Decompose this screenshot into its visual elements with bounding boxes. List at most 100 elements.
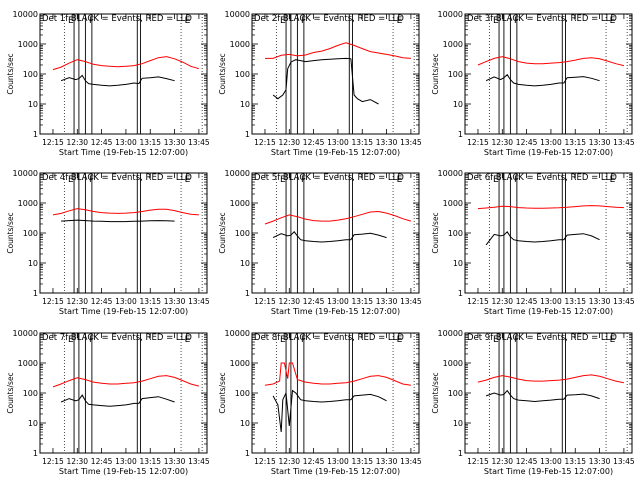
y-tick-label: 100 [235,70,250,79]
y-tick-label: 100 [235,389,250,398]
x-tick-label: 12:30 [66,138,88,147]
y-tick-label: 1 [458,449,463,458]
panel-8: 1 10 100 1000 10000 12:15 12:30 12:45 13:00 13:15… [218,329,422,476]
marker-letter: E [68,16,74,26]
x-tick-label: 13:15 [351,457,373,466]
y-tick-label: 10 [28,100,38,109]
x-axis-label: Start Time (19-Feb-15 12:07:00) [271,467,400,476]
y-tick-label: 1 [33,130,38,139]
x-tick-label: 12:15 [42,138,64,147]
series-line-lld [477,205,624,210]
plot-frame [251,332,420,454]
y-tick-label: 100 [448,389,463,398]
x-tick-label: 12:30 [491,138,513,147]
panel-title: Det 7f BLACK = Events, RED = LLD [42,333,192,343]
series-line-events [485,231,600,246]
y-tick-label: 10000 [438,329,463,338]
marker-letter: E [68,335,74,345]
marker-letter: F [301,335,306,345]
y-tick-label: 1 [458,289,463,298]
x-tick-label: 13:45 [613,457,635,466]
y-tick-label: 10000 [225,169,250,178]
x-tick-label: 13:45 [188,457,210,466]
panel-5: 1 10 100 1000 10000 12:15 12:30 12:45 13:00 13:15… [218,169,422,316]
x-tick-label: 12:30 [66,457,88,466]
y-tick-label: 10000 [13,10,38,19]
series-line-lld [477,56,625,67]
plot-frame [39,172,208,294]
x-tick-label: 13:15 [351,297,373,306]
x-tick-label: 12:45 [91,457,113,466]
y-tick-label: 10000 [13,169,38,178]
marker-letter: E [610,16,616,26]
x-tick-label: 12:15 [254,297,276,306]
series-line-events [485,73,600,87]
series-line-events [272,57,379,105]
marker-letter: E [185,175,191,185]
x-tick-label: 12:45 [91,138,113,147]
y-axis-label: Counts/sec [6,372,15,413]
y-tick-label: 1 [33,449,38,458]
y-tick-label: 1000 [443,40,463,49]
panel-title: Det 8f BLACK = Events, RED = LLD [254,333,404,343]
y-tick-label: 1 [245,449,250,458]
x-tick-label: 13:45 [400,138,422,147]
y-tick-label: 1000 [230,199,250,208]
series-line-lld [52,208,199,216]
panel-6: 1 10 100 1000 10000 12:15 12:30 12:45 13:00 13:15… [431,169,635,316]
x-tick-label: 13:30 [589,297,611,306]
y-tick-label: 10 [453,259,463,268]
x-tick-label: 13:45 [613,297,635,306]
y-axis-label: Counts/sec [431,372,440,413]
x-tick-label: 12:15 [467,297,489,306]
y-tick-label: 10000 [438,169,463,178]
x-tick-label: 13:00 [540,297,562,306]
x-tick-label: 12:45 [516,297,538,306]
x-tick-label: 13:30 [376,457,398,466]
x-tick-label: 12:30 [278,457,300,466]
x-tick-label: 13:15 [351,138,373,147]
y-axis-label: Counts/sec [6,212,15,253]
marker-letter: F [301,175,306,185]
marker-letter: E [397,16,403,26]
x-tick-label: 12:15 [254,138,276,147]
x-tick-label: 13:30 [164,457,186,466]
x-tick-label: 13:15 [564,138,586,147]
marker-letter: F [89,335,94,345]
x-tick-label: 13:30 [164,297,186,306]
x-tick-label: 13:00 [540,457,562,466]
series-line-lld [477,374,624,384]
x-tick-label: 12:30 [491,297,513,306]
series-line-lld [264,362,411,386]
marker-letter: F [89,175,94,185]
panel-3: 1 10 100 1000 10000 12:15 12:30 12:45 13:00 13:15… [431,10,635,157]
x-axis-label: Start Time (19-Feb-15 12:07:00) [484,307,613,316]
x-tick-label: 13:00 [540,138,562,147]
x-tick-label: 13:00 [327,297,349,306]
x-tick-label: 12:15 [42,297,64,306]
x-tick-label: 13:15 [564,297,586,306]
panel-title: Det 4f BLACK = Events, RED = LLD [42,173,192,183]
series-line-events [60,74,175,87]
marker-letter: E [185,16,191,26]
y-axis-label: Counts/sec [6,53,15,94]
y-tick-label: 1000 [230,40,250,49]
x-tick-label: 12:45 [91,297,113,306]
y-tick-label: 10 [453,100,463,109]
x-tick-label: 12:45 [303,457,325,466]
panel-4: 1 10 100 1000 10000 12:15 12:30 12:45 13:00 13:15… [6,169,210,316]
series-line-lld [52,375,200,388]
x-tick-label: 13:15 [139,297,161,306]
marker-letter: E [493,335,499,345]
x-tick-label: 13:30 [589,138,611,147]
plot-frame [39,332,208,454]
y-tick-label: 10 [240,100,250,109]
panel-title: Det 6f BLACK = Events, RED = LLD [467,173,617,183]
x-tick-label: 13:15 [139,138,161,147]
y-tick-label: 1 [245,130,250,139]
y-tick-label: 10000 [225,329,250,338]
x-tick-label: 12:30 [278,297,300,306]
panel-title: Det 2f BLACK = Events, RED = LLD [254,14,404,24]
plot-frame [464,13,633,135]
